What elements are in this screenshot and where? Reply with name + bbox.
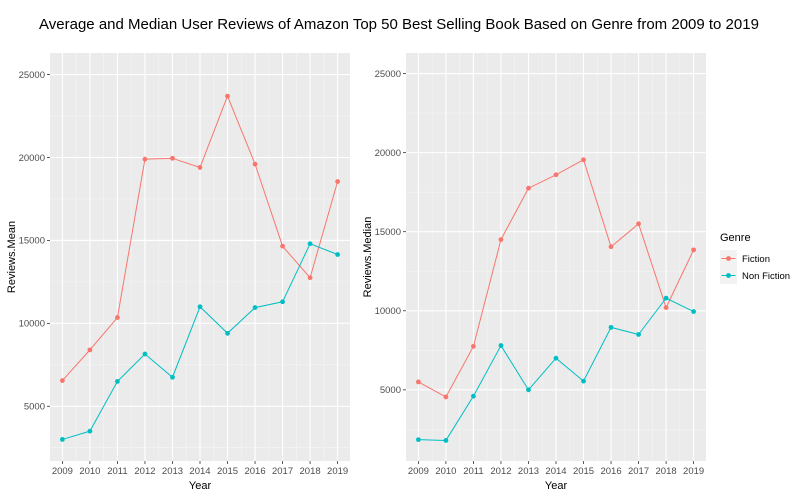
legend-label-non-fiction: Non Fiction [742,271,790,282]
data-point-fiction [415,379,421,385]
x-tick-label: 2010 [79,466,100,477]
data-point-non-fiction [115,378,120,384]
mean-reviews-panel: 5000 10000 15000 20000 25000 2009 2010 2011 2012… [6,53,350,492]
x-tick-label: 2013 [518,466,539,477]
legend-title: Genre [720,232,751,244]
y-tick-label: 20000 [19,153,45,164]
data-point-fiction [197,165,203,170]
y-tick-label: 10000 [375,306,401,317]
data-point-non-fiction [197,304,203,310]
data-point-fiction [280,243,285,249]
x-tick-label: 2018 [300,466,321,477]
x-tick-label: 2016 [244,466,265,477]
data-point-non-fiction [443,438,449,443]
x-tick-label: 2019 [327,466,348,477]
data-point-non-fiction [280,299,285,305]
legend: Genre Fiction Non Fiction [720,232,790,284]
data-point-non-fiction [498,343,504,348]
data-point-fiction [225,93,230,99]
data-point-fiction [608,244,614,250]
data-point-fiction [691,247,697,253]
data-point-non-fiction [87,428,93,434]
data-point-non-fiction [553,355,559,361]
data-point-non-fiction [170,374,175,380]
y-tick-label: 5000 [380,385,401,396]
y-tick-label: 15000 [375,227,401,238]
x-tick-label: 2013 [162,466,183,477]
legend-key-point-fiction [726,256,731,261]
data-point-non-fiction [59,437,65,442]
data-point-fiction [87,347,93,353]
legend-item-non-fiction: Non Fiction [720,267,790,284]
data-point-fiction [115,315,120,320]
x-tick-label: 2019 [683,466,704,477]
legend-item-fiction: Fiction [720,250,770,267]
y-tick-label: 15000 [19,236,45,247]
data-point-fiction [307,275,313,281]
x-tick-label: 2017 [272,466,293,477]
x-tick-label: 2016 [600,466,621,477]
y-tick-label: 20000 [375,148,401,159]
data-point-non-fiction [691,309,697,314]
x-tick-label: 2014 [545,466,566,477]
data-point-non-fiction [335,252,341,257]
data-point-fiction [335,179,341,184]
data-point-fiction [663,305,669,311]
x-tick-label: 2009 [408,466,429,477]
y-axis-title: Reviews.Median [362,217,374,298]
data-point-non-fiction [225,330,230,336]
data-point-fiction [443,394,449,400]
x-tick-label: 2011 [107,466,127,477]
data-point-non-fiction [526,387,531,393]
y-tick-label: 25000 [19,70,45,81]
x-axis-title: Year [545,480,568,492]
data-point-fiction [498,237,504,243]
y-axis-title: Reviews.Mean [6,221,18,293]
data-point-fiction [59,378,65,383]
data-point-fiction [142,156,148,162]
y-tick-label: 10000 [19,319,45,330]
legend-label-fiction: Fiction [742,254,770,265]
x-axis-title: Year [189,480,212,492]
data-point-non-fiction [252,305,258,310]
chart-title: Average and Median User Reviews of Amazo… [39,16,759,33]
x-tick-label: 2011 [463,466,483,477]
data-point-non-fiction [307,241,313,247]
data-point-non-fiction [415,437,421,443]
median-reviews-panel: 5000 10000 15000 20000 25000 2009 2010 2011 2012… [362,53,706,492]
x-tick-label: 2018 [656,466,677,477]
data-point-non-fiction [471,393,476,399]
data-point-non-fiction [636,332,641,337]
y-tick-label: 5000 [24,402,45,413]
data-point-fiction [581,157,586,163]
data-point-non-fiction [581,378,586,384]
x-tick-label: 2012 [134,466,155,477]
legend-key-point-non-fiction [726,273,731,278]
x-tick-label: 2009 [52,466,73,477]
x-tick-label: 2012 [490,466,511,477]
data-point-non-fiction [608,324,614,330]
data-point-non-fiction [142,351,148,357]
x-tick-label: 2015 [573,466,594,477]
x-tick-label: 2014 [189,466,210,477]
x-tick-label: 2010 [435,466,456,477]
data-point-fiction [471,343,476,349]
data-point-non-fiction [663,295,669,301]
x-tick-label: 2015 [217,466,238,477]
data-point-fiction [636,221,641,227]
data-point-fiction [252,161,258,167]
y-tick-label: 25000 [375,69,401,80]
x-tick-label: 2017 [628,466,649,477]
data-point-fiction [526,185,531,191]
data-point-fiction [170,155,175,161]
data-point-fiction [553,172,559,178]
